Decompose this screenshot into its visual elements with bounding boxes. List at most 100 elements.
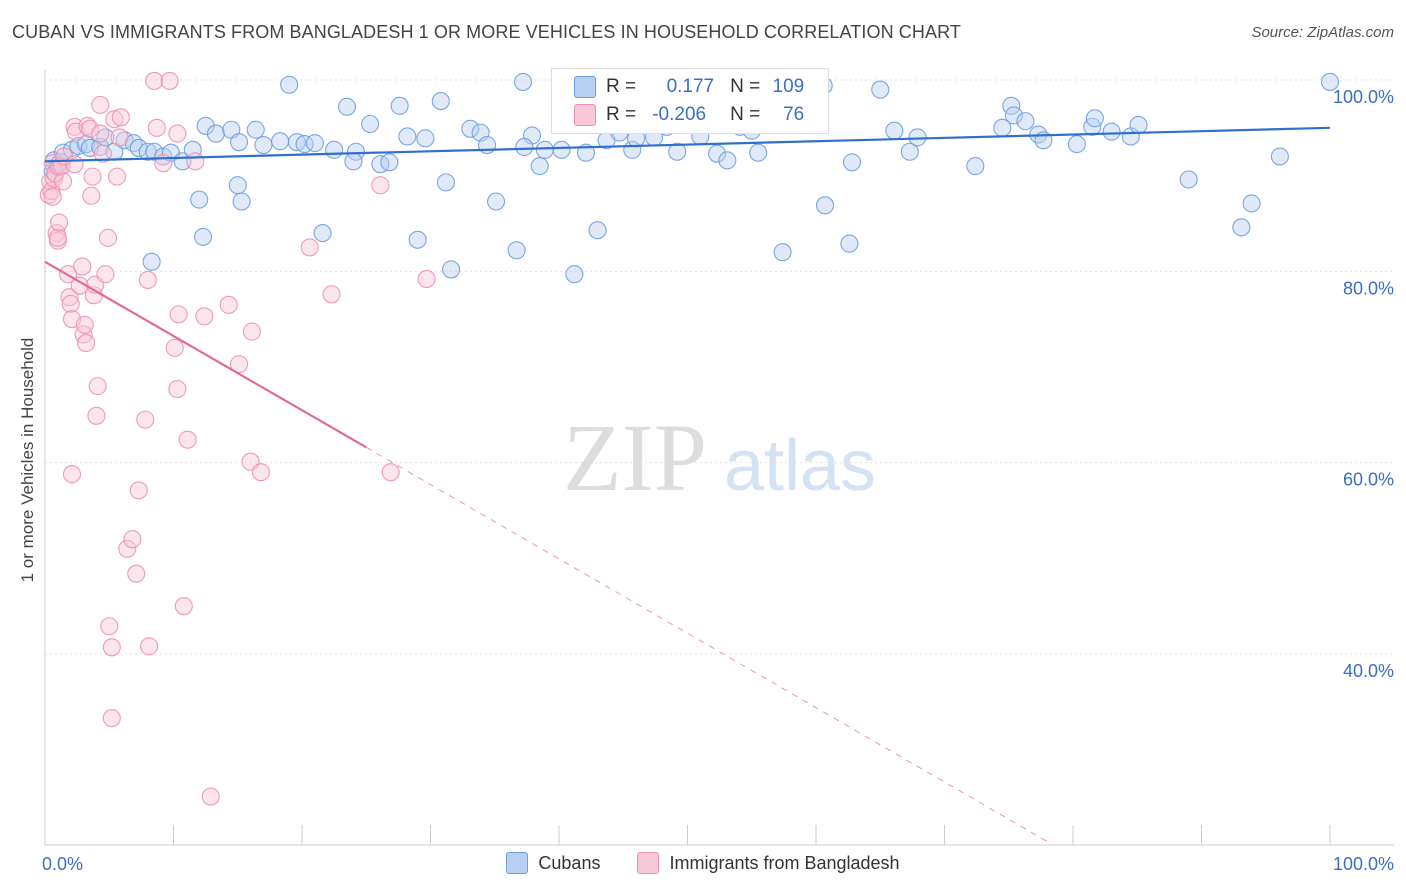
data-point: [1242, 194, 1261, 213]
data-point: [123, 530, 142, 549]
data-point: [145, 71, 164, 91]
data-point: [88, 377, 107, 396]
data-point: [871, 80, 890, 99]
data-point: [80, 119, 100, 138]
legend-swatch-bangladesh: [637, 852, 660, 874]
stats-row-bangladesh: R = -0.206 N = 76: [574, 101, 804, 129]
data-point: [196, 116, 215, 135]
stats-n-label: N =: [730, 104, 761, 125]
data-point: [140, 637, 159, 656]
data-point: [398, 127, 417, 146]
legend-label-cubans: Cubans: [538, 852, 601, 873]
data-point: [900, 142, 919, 161]
data-point: [461, 119, 480, 138]
data-point: [390, 96, 409, 115]
data-point: [87, 406, 106, 425]
data-point: [325, 140, 344, 159]
data-point: [576, 143, 596, 162]
data-point: [416, 129, 435, 148]
data-point: [513, 72, 533, 91]
data-point: [840, 234, 859, 253]
data-point: [142, 252, 161, 271]
data-point: [82, 186, 101, 205]
data-point: [43, 187, 62, 206]
data-point: [168, 379, 187, 399]
stats-r-label: R =: [606, 76, 637, 97]
data-point: [242, 322, 261, 341]
data-point: [65, 155, 84, 174]
data-point: [1232, 218, 1251, 237]
y-tick-label: 80.0%: [1343, 278, 1394, 298]
stats-swatch-cubans: [574, 76, 596, 98]
stats-n-label: N =: [730, 76, 761, 97]
data-point: [129, 138, 148, 157]
data-point: [100, 617, 119, 636]
data-point: [380, 153, 399, 172]
data-point: [287, 133, 306, 152]
data-point: [169, 305, 188, 324]
data-point: [535, 140, 554, 159]
data-point: [431, 91, 450, 111]
data-point: [408, 230, 427, 249]
data-point: [111, 108, 130, 127]
data-point: [254, 136, 273, 155]
stats-n-value: 109: [772, 76, 805, 97]
data-point: [91, 95, 110, 114]
data-point: [75, 315, 94, 334]
data-point: [91, 124, 110, 143]
data-point: [98, 228, 118, 247]
data-point: [371, 176, 390, 195]
chart-source: Source: ZipAtlas.com: [1251, 24, 1394, 41]
legend-label-bangladesh: Immigrants from Bangladesh: [669, 852, 900, 873]
data-point: [93, 144, 112, 163]
data-point: [147, 118, 166, 137]
data-point: [50, 213, 69, 232]
y-tick-label: 40.0%: [1343, 661, 1394, 681]
data-point: [530, 157, 549, 176]
trend-line-1: [44, 260, 367, 449]
data-point: [344, 152, 363, 171]
data-point: [228, 176, 247, 195]
data-point: [815, 196, 835, 215]
data-point: [168, 124, 187, 143]
data-point: [66, 122, 85, 141]
watermark-zip: ZIP: [563, 404, 707, 511]
data-point: [186, 152, 205, 171]
data-point: [1102, 122, 1121, 141]
data-point: [62, 465, 82, 484]
data-point: [1067, 135, 1086, 154]
data-point: [300, 238, 319, 257]
data-point: [417, 269, 436, 289]
stats-swatch-bangladesh: [574, 104, 596, 126]
data-point: [507, 241, 526, 260]
data-point: [1270, 147, 1289, 166]
chart-title: CUBAN VS IMMIGRANTS FROM BANGLADESH 1 OR…: [12, 22, 961, 42]
data-point: [1016, 112, 1035, 131]
data-point: [1129, 115, 1148, 135]
data-point: [105, 110, 124, 129]
data-point: [60, 288, 79, 307]
data-point: [77, 334, 96, 353]
data-point: [206, 124, 225, 143]
data-point: [129, 481, 148, 500]
data-point: [110, 128, 129, 147]
data-point: [127, 564, 146, 583]
data-point: [178, 430, 197, 449]
data-point: [773, 243, 792, 262]
data-point: [107, 167, 127, 186]
trend-line-0: [44, 126, 1331, 163]
x-tick-label: 0.0%: [42, 854, 83, 874]
data-point: [251, 463, 270, 482]
data-point: [749, 143, 768, 162]
data-point: [668, 142, 687, 161]
data-point: [381, 463, 400, 482]
watermark-atlas: atlas: [724, 426, 876, 506]
data-point: [313, 224, 332, 243]
data-point: [69, 136, 88, 156]
data-point: [1085, 109, 1104, 128]
stats-n-value: 76: [783, 104, 805, 125]
data-point: [842, 153, 862, 172]
data-point: [588, 221, 607, 240]
data-point: [337, 97, 357, 116]
